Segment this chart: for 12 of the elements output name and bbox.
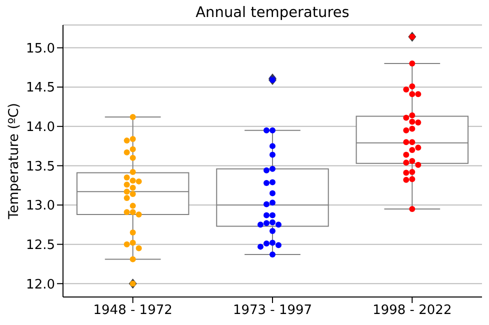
y-tick-label: 14.5 (26, 80, 55, 96)
x-tick-label: 1998 - 2022 (372, 303, 452, 318)
y-tick-label: 13.5 (26, 159, 55, 174)
x-tick-label: 1948 - 1972 (93, 303, 172, 318)
x-tick-label: 1973 - 1997 (232, 303, 312, 318)
y-tick-label: 13.0 (26, 198, 55, 214)
y-axis-title: Temperature (ºC) (6, 102, 22, 220)
y-tick-label: 15.0 (26, 41, 55, 56)
y-tick-label: 12.5 (26, 238, 55, 253)
y-tick-label: 14.0 (26, 120, 55, 136)
y-tick-label: 12.0 (26, 277, 55, 292)
chart-title: Annual temperatures (194, 5, 350, 21)
